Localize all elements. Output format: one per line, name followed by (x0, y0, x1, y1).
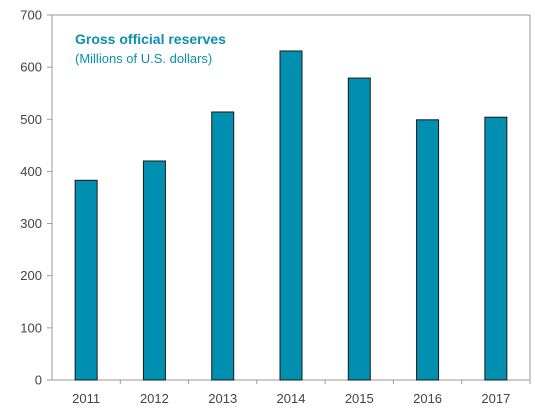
y-tick-label: 600 (20, 60, 42, 75)
x-axis: 2011 2012 2013 2014 2015 2016 2017 (52, 14, 531, 406)
bar-2017 (484, 116, 508, 381)
bar-2015 (347, 77, 371, 381)
x-tick-label-2015: 2015 (345, 391, 374, 406)
bar-2011 (74, 179, 98, 381)
y-tick-label: 300 (20, 216, 42, 231)
y-tick-label: 100 (20, 320, 42, 335)
bar-2012 (142, 160, 166, 381)
y-tick-label: 400 (20, 164, 42, 179)
x-tick-label-2016: 2016 (413, 391, 442, 406)
x-tick-label-2013: 2013 (208, 391, 237, 406)
y-tick-label: 500 (20, 112, 42, 127)
bar-2016 (416, 119, 440, 381)
y-tick-label: 200 (20, 268, 42, 283)
x-tick-label-2011: 2011 (72, 391, 100, 406)
bar-2014 (279, 50, 303, 381)
bars (74, 50, 508, 381)
x-tick-label-2017: 2017 (481, 391, 510, 406)
y-tick-label: 0 (35, 373, 42, 388)
y-tick-label: 700 (20, 8, 42, 23)
x-tick-label-2014: 2014 (277, 391, 306, 406)
y-axis: 0 100 200 300 400 500 600 700 (20, 8, 53, 388)
chart-subtitle: (Millions of U.S. dollars) (75, 51, 212, 66)
bar-2013 (211, 111, 235, 381)
chart-title: Gross official reserves (75, 31, 226, 47)
x-tick-label-2012: 2012 (140, 391, 169, 406)
